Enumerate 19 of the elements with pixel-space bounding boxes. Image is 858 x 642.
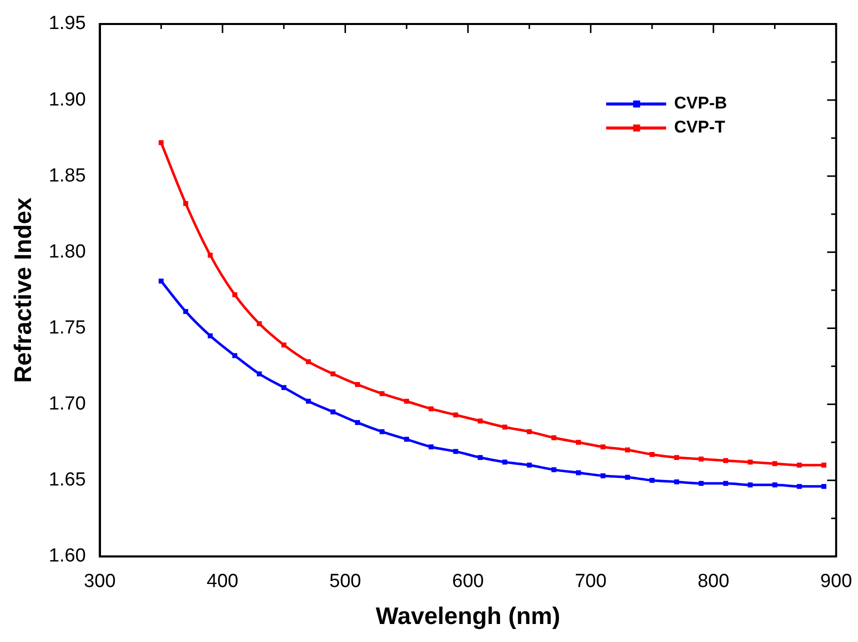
x-tick-label: 300 xyxy=(84,571,116,592)
legend-label: CVP-T xyxy=(674,118,726,137)
x-tick-label: 400 xyxy=(206,571,238,592)
y-tick-label: 1.95 xyxy=(48,13,86,34)
y-tick-label: 1.70 xyxy=(48,394,86,415)
x-tick-label: 800 xyxy=(698,571,730,592)
y-tick-label: 1.80 xyxy=(48,241,86,262)
y-tick-label: 1.65 xyxy=(48,470,86,491)
y-tick-label: 1.90 xyxy=(48,89,86,110)
y-tick-label: 1.60 xyxy=(48,546,86,567)
legend-label: CVP-B xyxy=(674,94,728,113)
x-tick-label: 600 xyxy=(452,571,484,592)
x-tick-label: 700 xyxy=(574,571,607,592)
y-axis-title: Refractive Index xyxy=(10,196,38,383)
x-tick-label: 500 xyxy=(329,571,362,592)
x-axis-title: Wavelengh (nm) xyxy=(376,603,560,630)
x-tick-label: 900 xyxy=(820,571,852,592)
y-tick-label: 1.85 xyxy=(48,165,86,186)
y-tick-label: 1.75 xyxy=(48,317,86,338)
